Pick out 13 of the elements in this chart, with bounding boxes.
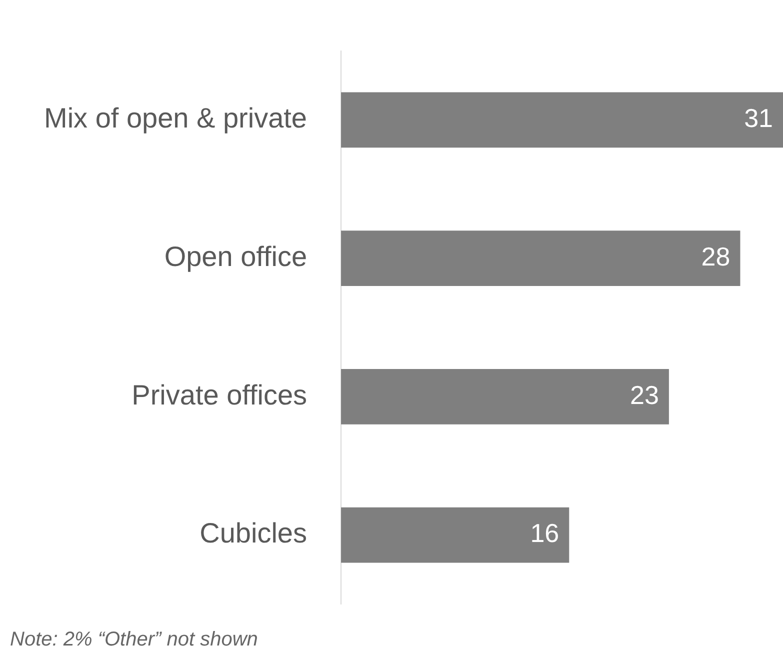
bar	[341, 507, 570, 563]
data-label: 23	[630, 380, 659, 410]
data-label: 28	[701, 241, 730, 272]
bar	[341, 92, 783, 148]
data-label: 16	[530, 518, 560, 548]
bar	[341, 369, 669, 424]
bar	[341, 230, 740, 286]
y-tick-label: Open office	[164, 241, 308, 272]
y-tick-label: Mix of open & private	[44, 102, 308, 134]
data-label: 31	[744, 103, 773, 134]
y-tick-label: Private offices	[132, 379, 308, 410]
text: Note: 2% “Other” not shown	[10, 628, 258, 651]
y-tick-label: Cubicles	[200, 518, 308, 549]
